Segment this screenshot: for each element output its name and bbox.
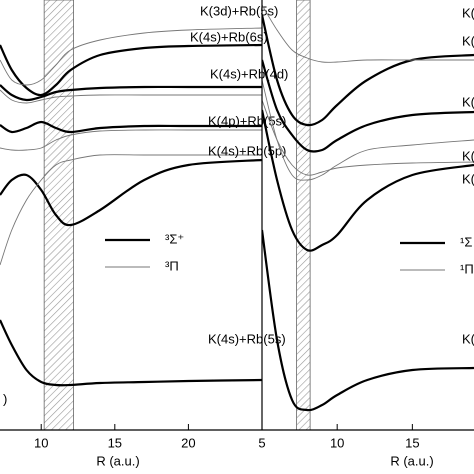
- curve: [0, 129, 262, 151]
- curve: [262, 59, 474, 153]
- curve: [0, 120, 262, 134]
- curve-label: K(4: [462, 94, 474, 109]
- curve: [262, 99, 474, 176]
- x-tick-label: 15: [405, 435, 419, 450]
- curve: [0, 84, 262, 102]
- hatched-band: [296, 0, 311, 431]
- curve-label: K(4: [462, 148, 474, 163]
- curve-label: K(4s)+Rb(6s): [190, 29, 268, 44]
- legend-label: ³Σ⁺: [165, 231, 184, 246]
- x-axis-title: R (a.u.): [96, 453, 139, 468]
- x-tick-label: 15: [108, 435, 122, 450]
- curve: [0, 27, 262, 86]
- curve-label: K(4p)+Rb(5s): [208, 113, 286, 128]
- curve: [262, 229, 474, 412]
- curve: [262, 109, 474, 252]
- curve: [0, 158, 262, 227]
- legend-label: ³Π: [165, 258, 179, 273]
- curve: [0, 89, 262, 104]
- curves: [262, 4, 474, 412]
- curve: [0, 43, 262, 97]
- curves: [0, 27, 262, 387]
- x-tick-label: 10: [34, 435, 48, 450]
- curve: [262, 4, 474, 63]
- curve-label: K(4: [462, 33, 474, 48]
- hatched-band: [43, 0, 74, 431]
- curve: [0, 319, 262, 387]
- curve-label: K(3: [462, 5, 474, 20]
- x-axis-title: R (a.u.): [390, 453, 433, 468]
- legend-label: ¹Σ: [460, 234, 472, 249]
- curve: [0, 154, 262, 266]
- curve-label: K(4s)+Rb(5p): [208, 143, 286, 158]
- curve-label: K(3d)+Rb(5s): [200, 3, 278, 18]
- panel-label: ): [3, 391, 7, 406]
- curve: [262, 14, 474, 127]
- x-tick-label: 10: [330, 435, 344, 450]
- x-tick-label: 5: [258, 435, 265, 450]
- curve-label: K(4s)+Rb(5s): [208, 331, 286, 346]
- curve-label: K(4s)+Rb(4d): [210, 66, 288, 81]
- curve-label: K(4: [462, 171, 474, 186]
- curve-label: K(4: [462, 331, 474, 346]
- curve: [262, 79, 474, 181]
- legend-label: ¹Π: [460, 261, 474, 276]
- x-tick-label: 20: [181, 435, 195, 450]
